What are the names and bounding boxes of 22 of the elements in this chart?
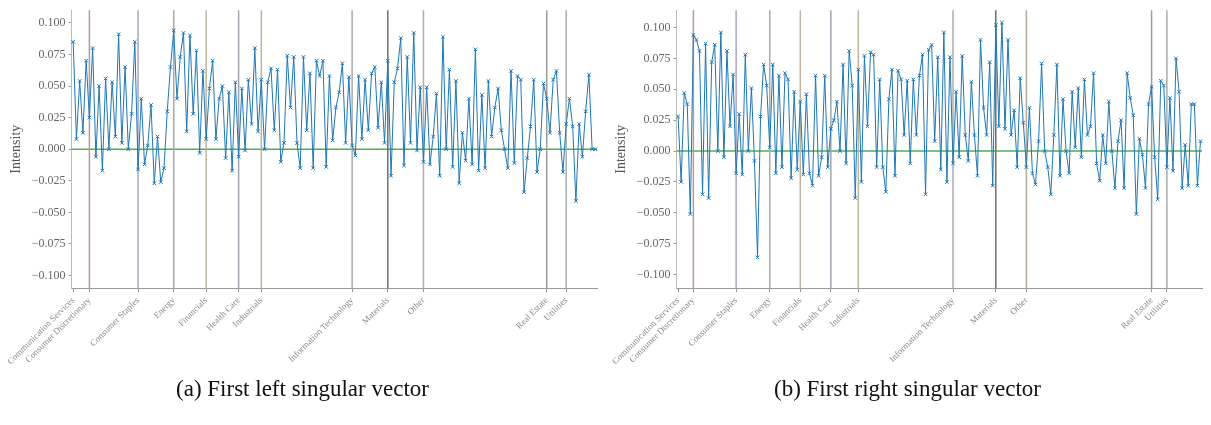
y-tick-label: −0.100 bbox=[31, 267, 66, 282]
y-tick-label: −0.050 bbox=[31, 204, 66, 219]
y-tick-label: −0.100 bbox=[636, 266, 671, 281]
text: (b) First right singular vector bbox=[773, 376, 1042, 402]
text: (a) First left singular vector bbox=[175, 376, 430, 402]
y-tick-label: 0.025 bbox=[38, 109, 66, 124]
y-tick-label: −0.025 bbox=[636, 174, 671, 189]
y-tick-label: −0.075 bbox=[636, 235, 671, 250]
y-tick-label: 0.100 bbox=[643, 19, 671, 34]
y-tick-label: 0.000 bbox=[643, 143, 671, 158]
y-tick-label: 0.075 bbox=[38, 46, 66, 61]
y-tick-label: 0.050 bbox=[38, 78, 66, 93]
y-tick-label: −0.025 bbox=[31, 172, 66, 187]
y-tick-label: −0.075 bbox=[31, 236, 66, 251]
y-tick-label: 0.075 bbox=[643, 50, 671, 65]
y-tick-label: 0.050 bbox=[643, 81, 671, 96]
y-tick-label: 0.100 bbox=[38, 14, 66, 29]
y-tick-label: −0.050 bbox=[636, 204, 671, 219]
y-axis-title: Intensity bbox=[613, 124, 629, 174]
y-axis-title: Intensity bbox=[8, 124, 24, 174]
y-tick-label: 0.025 bbox=[643, 112, 671, 127]
y-tick-label: 0.000 bbox=[38, 141, 66, 156]
